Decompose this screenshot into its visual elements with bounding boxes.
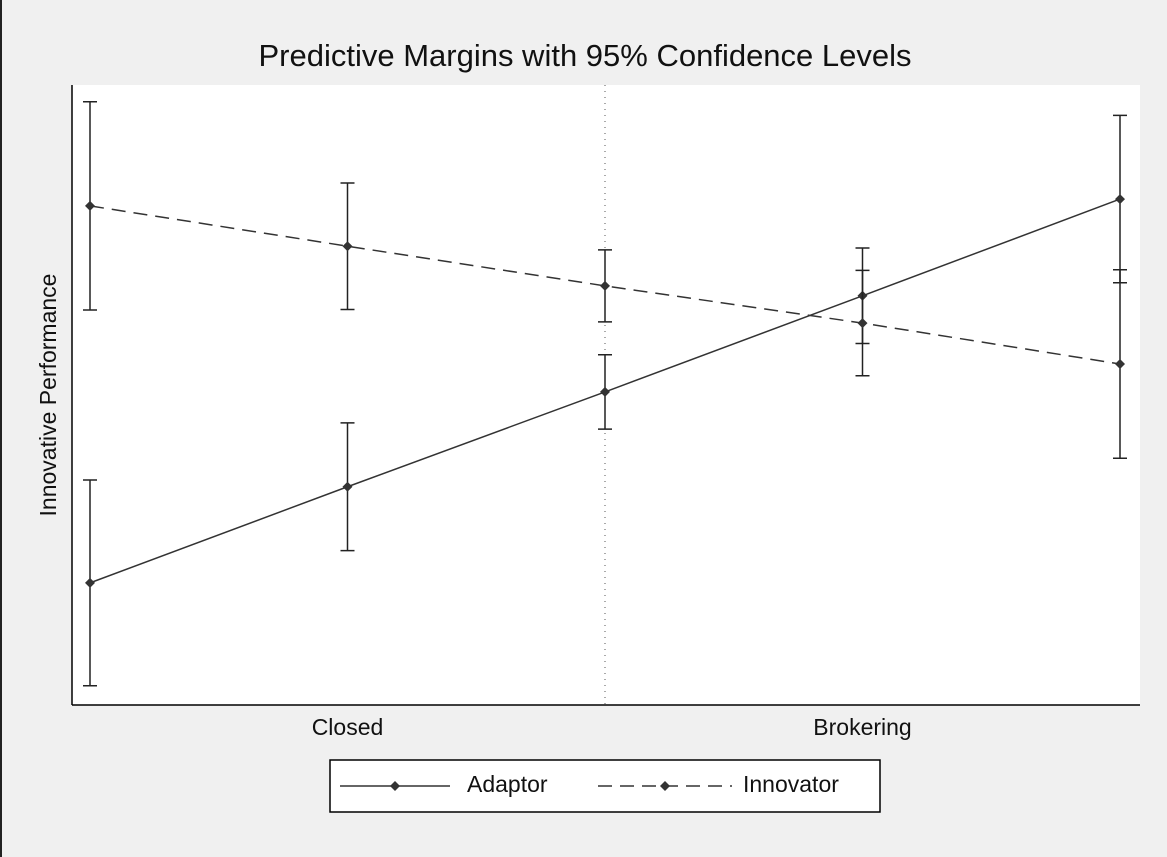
point-marker — [85, 200, 95, 211]
point-marker — [342, 481, 353, 492]
x-tick-label: Brokering — [813, 714, 911, 740]
y-axis-label: Innovative Performance — [35, 274, 61, 517]
point-marker — [1115, 194, 1125, 205]
series-line — [89, 205, 1121, 365]
legend-marker — [660, 781, 670, 791]
point-marker — [600, 386, 610, 397]
point-marker — [600, 280, 610, 291]
point-marker — [342, 241, 353, 252]
point-marker — [1115, 359, 1125, 369]
legend-label: Adaptor — [467, 771, 548, 797]
chart-title: Predictive Margins with 95% Confidence L… — [258, 38, 911, 73]
legend-label: Innovator — [743, 771, 839, 797]
legend-marker — [390, 781, 400, 791]
x-tick-label: Closed — [312, 714, 384, 740]
point-marker — [85, 577, 95, 588]
point-marker — [857, 318, 868, 329]
